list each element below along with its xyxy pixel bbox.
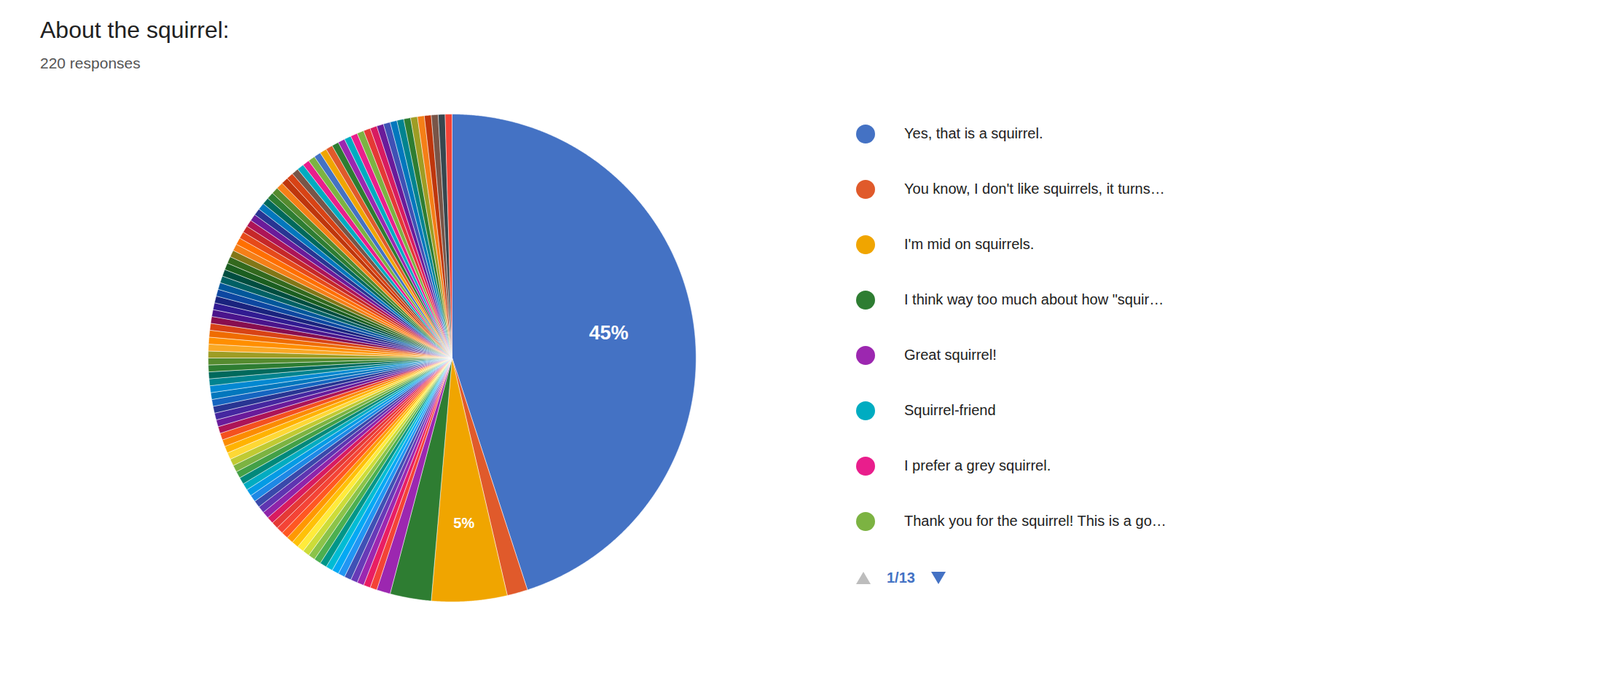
html-text:I'm mid on squirrels.: I'm mid on squirrels. bbox=[904, 236, 1035, 253]
html-text:1/13: 1/13 bbox=[886, 569, 916, 586]
html-text:Thank you for the squirrel! Th: Thank you for the squirrel! This is a go… bbox=[904, 513, 1167, 530]
svg-text:45%: 45% bbox=[588, 322, 629, 344]
html-text:Great squirrel!: Great squirrel! bbox=[904, 346, 997, 363]
html-text:You know, I don't like squirre: You know, I don't like squirrels, it tur… bbox=[904, 180, 1165, 197]
html-text:Squirrel-friend: Squirrel-friend bbox=[904, 402, 996, 419]
html-text:I think way too much about how: I think way too much about how "squir… bbox=[904, 291, 1164, 308]
html-text:220 responses: 220 responses bbox=[40, 54, 141, 72]
html-text:Yes, that is a squirrel.: Yes, that is a squirrel. bbox=[904, 125, 1043, 142]
svg-text:5%: 5% bbox=[453, 515, 475, 532]
html-text:I prefer a grey squirrel.: I prefer a grey squirrel. bbox=[904, 457, 1051, 474]
html-text:About the squirrel:: About the squirrel: bbox=[40, 16, 230, 43]
